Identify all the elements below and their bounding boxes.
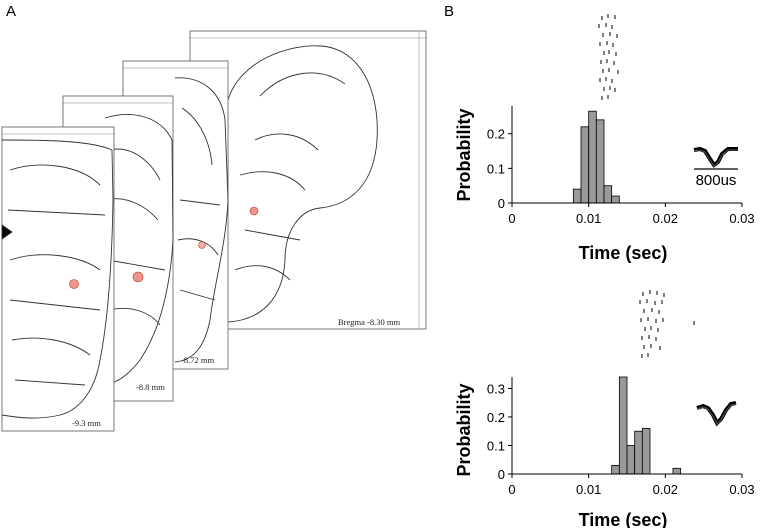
histogram-bar bbox=[572, 188, 582, 204]
histogram-bar bbox=[618, 376, 628, 475]
y-axis-label-2: Probability bbox=[454, 383, 474, 476]
x-tick-label: 0.02 bbox=[653, 211, 678, 226]
bars-2 bbox=[611, 376, 682, 475]
x-axis-label-1: Time (sec) bbox=[579, 243, 668, 263]
section-1-outline bbox=[227, 45, 378, 323]
section-3-outline bbox=[99, 114, 174, 387]
histogram-bar bbox=[580, 126, 590, 204]
raster-plot-2 bbox=[639, 290, 695, 358]
histogram-bar bbox=[611, 195, 620, 204]
histogram-bar bbox=[588, 110, 597, 204]
y-tick-label: 0.2 bbox=[487, 410, 505, 425]
recording-site-marker bbox=[198, 241, 206, 249]
y-tick-label: 0 bbox=[498, 467, 505, 482]
y-axis-label-1: Probability bbox=[454, 108, 474, 201]
recording-site-marker bbox=[249, 206, 259, 216]
x-tick-label: 0 bbox=[508, 211, 515, 226]
x-tick-label: 0.03 bbox=[729, 482, 754, 497]
x-tick-label: 0 bbox=[508, 482, 515, 497]
histogram-bar bbox=[626, 445, 636, 475]
y-tick-label: 0 bbox=[498, 196, 505, 211]
bregma-label-4: -9.3 mm bbox=[72, 418, 101, 428]
panel-a-label: A bbox=[6, 3, 16, 20]
bregma-label-1: Bregma -8.30 mm bbox=[338, 317, 400, 327]
y-tick-label: 0.2 bbox=[487, 127, 505, 142]
bars-1 bbox=[572, 110, 620, 204]
recording-site-marker bbox=[69, 279, 79, 289]
histogram-bar bbox=[641, 427, 651, 475]
y-tick-label: 0.1 bbox=[487, 161, 505, 176]
y-tick-label: 0.1 bbox=[487, 438, 505, 453]
histogram-bar bbox=[634, 430, 643, 475]
x-tick-label: 0.03 bbox=[729, 211, 754, 226]
x-axis-label-2: Time (sec) bbox=[579, 510, 668, 528]
histogram-bar bbox=[603, 185, 613, 204]
section-2-outline bbox=[174, 77, 229, 363]
histogram-chart-1: 0 0.01 0.02 0.03 0 0.1 0.2 Time (sec) Probabil… bbox=[454, 14, 755, 263]
atlas-section-4: -9.3 mm bbox=[1, 126, 115, 432]
scale-bar-label: 800us bbox=[696, 172, 737, 189]
bregma-label-3: -8.8 mm bbox=[136, 382, 165, 392]
atlas-section-1: Bregma -8.30 mm bbox=[189, 30, 427, 330]
y-tick-label: 0.3 bbox=[487, 381, 505, 396]
ticks-1: 0 0.01 0.02 0.03 0 0.1 0.2 bbox=[487, 127, 755, 226]
histogram-bar bbox=[672, 467, 682, 475]
section-4-outline bbox=[1, 139, 114, 419]
recording-site-marker bbox=[132, 271, 144, 283]
raster-plot-1 bbox=[598, 14, 619, 100]
histogram-bar bbox=[611, 465, 620, 475]
x-tick-label: 0.01 bbox=[576, 482, 601, 497]
bregma-label-2: -8.72 mm bbox=[181, 355, 214, 365]
histogram-bar bbox=[595, 119, 605, 204]
histogram-chart-2: 0 0.01 0.02 0.03 0 0.1 0.2 0.3 Time (sec) Proba… bbox=[454, 290, 755, 528]
x-tick-label: 0.02 bbox=[653, 482, 678, 497]
x-tick-label: 0.01 bbox=[576, 211, 601, 226]
spike-waveform-2 bbox=[696, 401, 737, 427]
ticks-2: 0 0.01 0.02 0.03 0 0.1 0.2 0.3 bbox=[487, 381, 755, 497]
panel-b-label: B bbox=[444, 3, 454, 20]
spike-waveform-1 bbox=[693, 146, 738, 170]
